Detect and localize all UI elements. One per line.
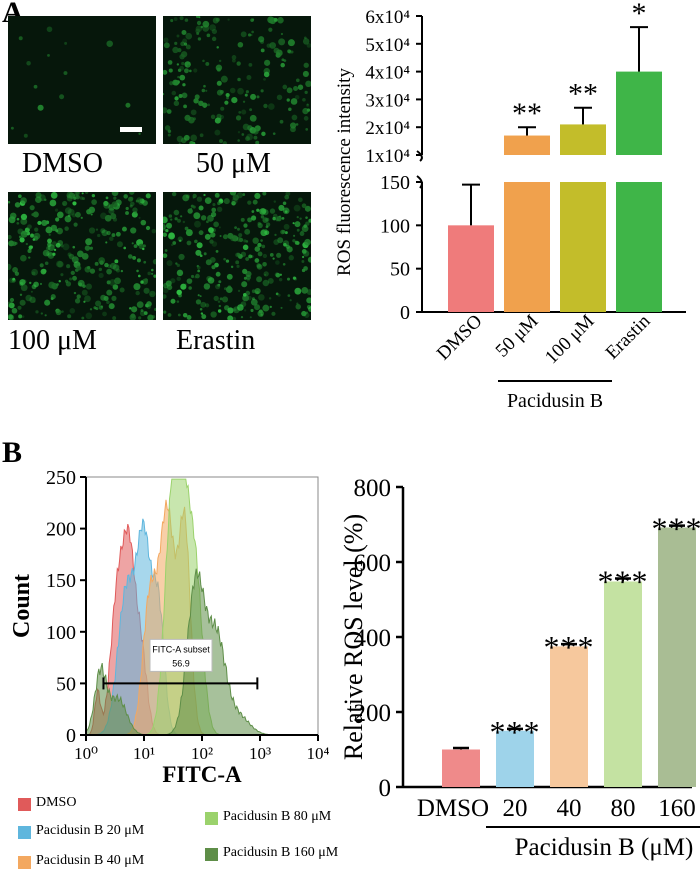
significance-mark: *	[632, 0, 647, 30]
micrograph-label-100um: 100 μM	[8, 325, 97, 356]
y-tick-label: 800	[354, 475, 392, 502]
cell-fluorescence	[163, 192, 311, 320]
gate-label-box	[149, 638, 213, 672]
y-tick-label: 1x10⁴	[365, 146, 410, 167]
axis-break-mark	[416, 150, 423, 162]
legend-label: Pacidusin B 80 μM	[223, 809, 332, 824]
y-axis-label: Relative ROS level (%)	[340, 514, 368, 760]
micrograph-100um	[8, 192, 156, 320]
x-tick-label: 50 μM	[492, 311, 543, 362]
micrograph-label-50um: 50 μM	[196, 148, 271, 179]
legend-label: Pacidusin B 20 μM	[36, 823, 145, 838]
y-tick-label: 50	[56, 673, 76, 695]
bar	[496, 730, 534, 787]
x-tick-label: 10⁰	[74, 744, 98, 763]
y-tick-label: 4x10⁴	[365, 63, 410, 84]
legend-swatch	[18, 826, 31, 839]
y-tick-label: 200	[46, 519, 76, 541]
micrograph-50um	[163, 16, 311, 144]
x-tick-label: 10⁴	[307, 744, 330, 763]
y-tick-label: 5x10⁴	[365, 35, 410, 56]
gate-label: FITC-A subset	[152, 644, 210, 654]
cell-fluorescence	[163, 16, 311, 144]
y-tick-label: 250	[46, 467, 76, 489]
y-tick-label: 150	[380, 172, 410, 194]
significance-mark: ***	[490, 714, 541, 750]
y-tick-label: 0	[400, 302, 410, 324]
micrograph-label-erastin: Erastin	[176, 325, 256, 356]
x-tick-label: 10³	[249, 744, 271, 763]
x-axis-label: FITC-A	[162, 762, 242, 787]
legend-swatch	[18, 798, 31, 811]
x-tick-label: Erastin	[602, 310, 655, 363]
cell-fluorescence	[10, 26, 141, 138]
bar	[658, 527, 696, 787]
bar	[550, 646, 588, 787]
x-tick-label: 10²	[191, 744, 213, 763]
significance-mark: **	[512, 97, 542, 130]
micrograph-label-dmso: DMSO	[22, 148, 103, 179]
legend-label: Pacidusin B 40 μM	[36, 853, 145, 868]
bar	[442, 749, 480, 787]
y-axis-label: Count	[9, 574, 35, 638]
legend-swatch	[205, 848, 218, 861]
micrograph-dmso	[8, 16, 156, 144]
gate-value: 56.9	[172, 658, 190, 668]
bar	[560, 124, 606, 155]
group-label: Pacidusin B (μM)	[515, 834, 694, 861]
group-label: Pacidusin B	[507, 390, 603, 412]
bar	[560, 182, 606, 312]
x-tick-label: 80	[611, 795, 636, 822]
legend-label: DMSO	[36, 795, 77, 810]
x-tick-label: 100 μM	[541, 311, 599, 369]
significance-mark: ***	[598, 564, 649, 600]
bar	[448, 225, 494, 312]
y-tick-label: 100	[46, 622, 76, 644]
significance-mark: ***	[544, 629, 595, 665]
significance-mark: **	[568, 78, 598, 111]
bar	[616, 182, 662, 312]
histogram-legend: DMSO Pacidusin B 20 μM Pacidusin B 40 μM…	[0, 785, 340, 878]
ros-intensity-chart: 0 50 100 150 1x10⁴ 2x10⁴ 3x10⁴ 4x10⁴ 5x10⁴ 6x10⁴ R…	[334, 0, 686, 412]
legend-swatch	[18, 856, 31, 869]
legend-swatch	[205, 812, 218, 825]
y-tick-label: 150	[46, 570, 76, 592]
relative-ros-chart: 0 200 400 600 800 Relative ROS level (%) DMSO *…	[340, 475, 700, 861]
y-tick-label: 50	[390, 259, 410, 281]
y-tick-label: 200	[354, 700, 392, 727]
x-tick-label: 20	[503, 795, 528, 822]
bar	[604, 581, 642, 787]
scale-bar	[120, 127, 142, 132]
bar	[504, 135, 550, 155]
panel-b-letter: B	[2, 436, 23, 469]
y-tick-label: 600	[354, 550, 392, 577]
x-tick-label: DMSO	[433, 311, 487, 365]
flow-histogram-chart: 0 50 100 150 200 250 10⁰ 10¹ 10² 10³ 10⁴ FITC-A Coun…	[9, 467, 330, 787]
y-tick-label: 2x10⁴	[365, 118, 410, 139]
micrograph-erastin	[163, 192, 311, 320]
x-tick-label: DMSO	[417, 795, 489, 822]
cell-fluorescence	[8, 192, 156, 320]
x-tick-label: 40	[557, 795, 582, 822]
y-tick-label: 0	[66, 725, 76, 747]
legend-label: Pacidusin B 160 μM	[223, 845, 339, 860]
significance-mark: ***	[652, 511, 700, 547]
bar	[504, 182, 550, 312]
y-tick-label: 0	[379, 775, 392, 802]
y-axis-label: ROS fluorescence intensity	[334, 68, 355, 276]
y-tick-label: 3x10⁴	[365, 90, 410, 111]
y-tick-label: 6x10⁴	[365, 7, 410, 28]
x-tick-label: 10¹	[133, 744, 155, 763]
y-tick-label: 100	[380, 215, 410, 237]
bar	[616, 71, 662, 155]
y-tick-label: 400	[354, 625, 392, 652]
x-tick-label: 160	[658, 795, 696, 822]
